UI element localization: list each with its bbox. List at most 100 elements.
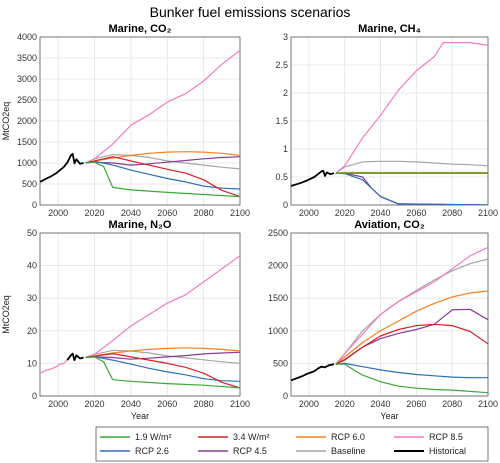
legend-label: RCP 2.6 — [135, 446, 169, 456]
legend-label: 1.9 W/m² — [135, 432, 172, 442]
panel-1: 2000 2020 2040 2060 2080 2100 0 500 1000 1500 2000… — [1, 23, 250, 218]
x-axis-label: Year — [131, 411, 149, 421]
y-tick-label: 0 — [32, 200, 37, 210]
legend: 1.9 W/m² 3.4 W/m² RCP 6.0 RCP 8.5 RCP 2.6 RCP… — [95, 426, 489, 462]
y-tick-label: 2000 — [268, 261, 288, 271]
y-tick-label: 1500 — [268, 293, 288, 303]
y-tick-label: 2.5 — [275, 60, 288, 70]
panel-4: 2000 2020 2040 2060 2080 2100 0 500 1000 1500 2000… — [268, 219, 498, 421]
series-line-3-4-w-m — [85, 156, 240, 198]
y-tick-label: 10 — [27, 358, 37, 368]
series-group — [291, 41, 488, 205]
figure-title: Bunker fuel emissions scenarios — [150, 4, 351, 20]
series-line-historical — [66, 352, 84, 362]
series-group — [40, 49, 240, 198]
y-tick-label: 2000 — [17, 116, 37, 126]
series-line-1-9-w-m — [85, 161, 240, 198]
x-tick-label: 2080 — [194, 208, 214, 218]
y-tick-label: 1500 — [17, 137, 37, 147]
series-line-rcp-2-6 — [335, 172, 488, 205]
y-axis-label: MtCO2eq — [1, 295, 11, 334]
series-line-rcp-8-5 — [85, 255, 240, 359]
x-tick-label: 2080 — [194, 399, 214, 409]
x-tick-label: 2100 — [478, 208, 498, 218]
panel-title: Marine, CH₄ — [358, 23, 421, 35]
series-line-historical — [291, 363, 335, 382]
x-tick-label: 2040 — [121, 208, 141, 218]
x-tick-label: 2020 — [85, 399, 105, 409]
y-tick-label: 0 — [283, 200, 288, 210]
series-line-baseline — [335, 160, 488, 174]
series-group — [291, 246, 488, 394]
series-line-1-9-w-m — [85, 356, 240, 389]
x-tick-label: 2100 — [478, 399, 498, 409]
plot-frame — [39, 232, 241, 397]
series-line-baseline — [85, 154, 240, 170]
y-tick-label: 2500 — [268, 228, 288, 238]
series-line-3-4-w-m — [335, 323, 488, 365]
x-tick-label: 2080 — [442, 399, 462, 409]
panel-3: 2000 2020 2040 2060 2080 2100 0 10 20 30 40 50 Marin… — [1, 219, 250, 421]
y-tick-label: 40 — [27, 261, 37, 271]
x-tick-label: 2000 — [299, 208, 319, 218]
series-line-historical — [291, 169, 335, 187]
series-line-baseline — [85, 349, 240, 364]
x-axis-label: Year — [380, 411, 398, 421]
panel-title: Marine, CO₂ — [109, 23, 172, 35]
y-tick-label: 2500 — [17, 95, 37, 105]
y-tick-label: 1000 — [268, 326, 288, 336]
legend-label: Baseline — [331, 446, 366, 456]
x-tick-label: 2040 — [121, 399, 141, 409]
x-tick-label: 2020 — [335, 399, 355, 409]
y-tick-label: 1000 — [17, 158, 37, 168]
x-tick-label: 2080 — [442, 208, 462, 218]
x-tick-label: 2040 — [371, 399, 391, 409]
x-tick-label: 2020 — [85, 208, 105, 218]
panel-title: Marine, N₂O — [109, 219, 172, 231]
y-tick-label: 500 — [22, 179, 37, 189]
y-tick-label: 30 — [27, 293, 37, 303]
x-tick-label: 2060 — [406, 399, 426, 409]
x-tick-label: 2100 — [230, 399, 250, 409]
series-line-rcp-8-5 — [335, 246, 488, 365]
series-line-rcp-4-5 — [85, 351, 240, 360]
series-line-baseline — [335, 258, 488, 365]
series-line-extra — [40, 359, 68, 374]
series-line-3-4-w-m — [85, 353, 240, 389]
legend-label: RCP 4.5 — [233, 446, 267, 456]
x-tick-label: 2000 — [299, 399, 319, 409]
plot-frame — [39, 36, 241, 206]
series-line-rcp-6-0 — [335, 290, 488, 365]
series-line-rcp-2-6 — [335, 362, 488, 379]
x-tick-label: 2020 — [335, 208, 355, 218]
panel-title: Aviation, CO₂ — [354, 219, 425, 231]
y-tick-label: 500 — [273, 358, 288, 368]
series-line-rcp-2-6 — [85, 356, 240, 382]
y-tick-label: 2 — [283, 88, 288, 98]
series-line-rcp-6-0 — [85, 151, 240, 164]
x-tick-label: 2060 — [157, 399, 177, 409]
legend-label: RCP 8.5 — [429, 432, 463, 442]
series-line-rcp-8-5 — [335, 41, 488, 174]
y-tick-label: 3000 — [17, 74, 37, 84]
panel-2: 2000 2020 2040 2060 2080 2100 0 0.5 1 1.5 2 2.5 3 Mar… — [275, 23, 498, 218]
y-tick-label: 1.5 — [275, 116, 288, 126]
x-tick-label: 2000 — [48, 399, 68, 409]
y-tick-label: 4000 — [17, 32, 37, 42]
y-tick-label: 50 — [27, 228, 37, 238]
series-line-1-9-w-m — [335, 363, 488, 394]
x-tick-label: 2060 — [157, 208, 177, 218]
y-tick-label: 0.5 — [275, 172, 288, 182]
series-line-rcp-2-6 — [85, 160, 240, 190]
y-tick-label: 3 — [283, 32, 288, 42]
legend-label: 3.4 W/m² — [233, 432, 270, 442]
chart-panels: 2000 2020 2040 2060 2080 21000500100015002000… — [1, 23, 498, 421]
x-tick-label: 2100 — [230, 208, 250, 218]
series-line-historical — [40, 152, 84, 183]
x-tick-label: 2060 — [406, 208, 426, 218]
legend-box — [95, 426, 489, 462]
legend-label: RCP 6.0 — [331, 432, 365, 442]
x-tick-label: 2000 — [48, 208, 68, 218]
y-axis-label: MtCO2eq — [1, 102, 11, 141]
